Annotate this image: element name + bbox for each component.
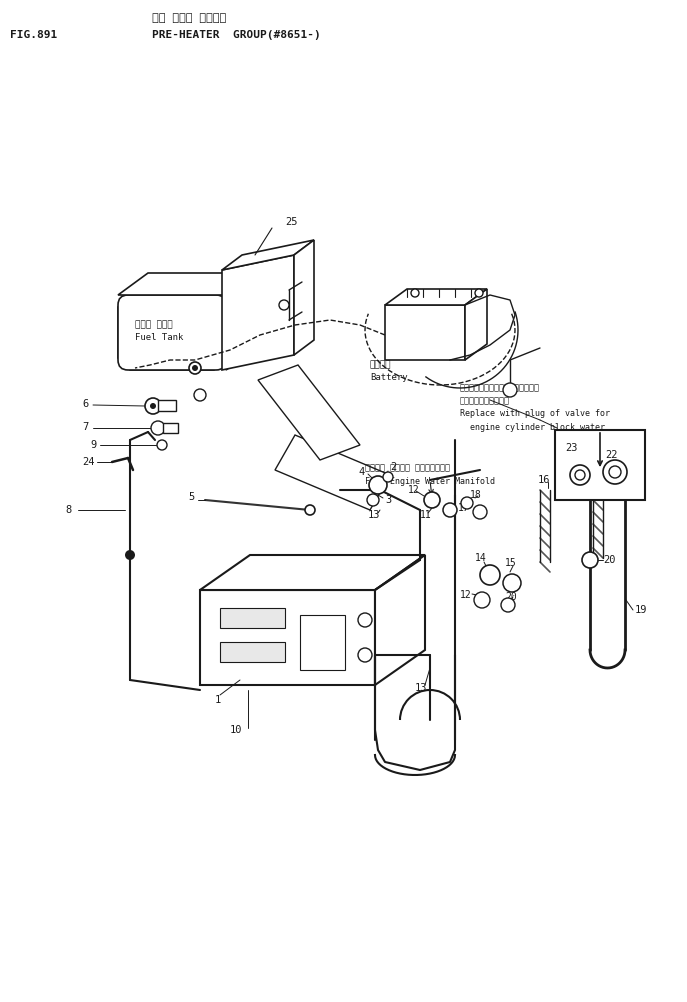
Text: フェル タンク: フェル タンク: [135, 321, 172, 330]
Text: 12: 12: [460, 590, 472, 600]
Circle shape: [461, 497, 473, 509]
Text: 2: 2: [390, 462, 396, 472]
Bar: [158, 400, 176, 411]
Circle shape: [503, 574, 521, 592]
Circle shape: [358, 648, 372, 662]
Polygon shape: [465, 289, 487, 360]
Circle shape: [603, 460, 627, 484]
Text: 4: 4: [358, 467, 364, 477]
Text: プレ ヒータ グループ: プレ ヒータ グループ: [152, 13, 226, 23]
Bar: [163, 423, 178, 433]
Text: 17: 17: [458, 503, 470, 513]
Circle shape: [279, 300, 289, 310]
Circle shape: [369, 476, 387, 494]
Polygon shape: [200, 555, 425, 590]
Polygon shape: [385, 305, 465, 360]
Circle shape: [443, 503, 457, 517]
Circle shape: [480, 565, 500, 585]
Bar: [220, 608, 285, 628]
Polygon shape: [294, 240, 314, 355]
Text: 19: 19: [635, 605, 648, 615]
Text: engine cylinder block water: engine cylinder block water: [470, 423, 605, 432]
Text: FIG.891: FIG.891: [10, 30, 57, 40]
Polygon shape: [375, 555, 425, 685]
Polygon shape: [222, 240, 314, 270]
Polygon shape: [118, 273, 256, 295]
Circle shape: [194, 389, 206, 401]
Text: 11: 11: [420, 510, 431, 520]
Text: 15: 15: [505, 558, 517, 568]
Text: 24: 24: [82, 457, 95, 467]
Text: 7: 7: [82, 422, 88, 432]
Text: 22: 22: [605, 450, 618, 460]
Text: 13: 13: [415, 683, 427, 693]
Text: 1: 1: [215, 695, 221, 705]
Text: 23: 23: [565, 443, 578, 453]
Circle shape: [475, 289, 483, 297]
Circle shape: [474, 592, 490, 608]
Circle shape: [358, 613, 372, 627]
Text: 5: 5: [188, 492, 194, 502]
Polygon shape: [258, 365, 360, 460]
Circle shape: [582, 552, 598, 568]
Text: 6: 6: [82, 399, 88, 409]
Circle shape: [575, 470, 585, 480]
Polygon shape: [222, 255, 294, 370]
Text: 18: 18: [470, 490, 482, 500]
Polygon shape: [385, 289, 487, 305]
Text: 8: 8: [65, 505, 71, 515]
Circle shape: [570, 465, 590, 485]
Text: Fuel Tank: Fuel Tank: [135, 334, 183, 343]
Text: 20: 20: [505, 592, 517, 602]
Text: PRE-HEATER  GROUP(#8651-): PRE-HEATER GROUP(#8651-): [152, 30, 321, 40]
Polygon shape: [226, 273, 256, 370]
Circle shape: [305, 505, 315, 515]
Text: エンジン ウォータ マニホールから: エンジン ウォータ マニホールから: [365, 464, 450, 473]
Circle shape: [473, 505, 487, 519]
Circle shape: [424, 492, 440, 508]
Text: 13: 13: [368, 510, 381, 520]
Circle shape: [189, 362, 201, 374]
Text: 14: 14: [475, 553, 487, 563]
Text: 9: 9: [90, 440, 96, 450]
Text: Battery: Battery: [370, 374, 407, 383]
Text: 25: 25: [285, 217, 297, 227]
Text: 20: 20: [603, 555, 616, 565]
Circle shape: [503, 383, 517, 397]
Circle shape: [501, 598, 515, 612]
Text: From Engine Water Manifold: From Engine Water Manifold: [365, 477, 495, 486]
Text: 16: 16: [538, 475, 550, 485]
FancyBboxPatch shape: [118, 295, 226, 370]
Polygon shape: [200, 590, 375, 685]
Circle shape: [125, 550, 135, 560]
Circle shape: [609, 466, 621, 478]
Circle shape: [367, 494, 379, 506]
Text: 12: 12: [408, 485, 420, 495]
Bar: [555, 430, 645, 500]
Circle shape: [383, 472, 393, 482]
Text: バッテリ: バッテリ: [370, 361, 392, 370]
Text: バルブのプラグと交換: バルブのプラグと交換: [460, 397, 510, 406]
Text: エンジンシリンダブロックウォータ: エンジンシリンダブロックウォータ: [460, 384, 540, 393]
Polygon shape: [275, 435, 390, 510]
Bar: [220, 642, 285, 662]
Text: 3: 3: [385, 495, 392, 505]
Circle shape: [150, 403, 156, 409]
Circle shape: [192, 365, 198, 371]
Text: 10: 10: [230, 725, 243, 735]
Bar: [300, 615, 345, 670]
Circle shape: [151, 421, 165, 435]
Text: Replace with plug of valve for: Replace with plug of valve for: [460, 410, 610, 419]
Polygon shape: [118, 295, 226, 370]
Circle shape: [157, 440, 167, 450]
Circle shape: [411, 289, 419, 297]
Circle shape: [145, 398, 161, 414]
